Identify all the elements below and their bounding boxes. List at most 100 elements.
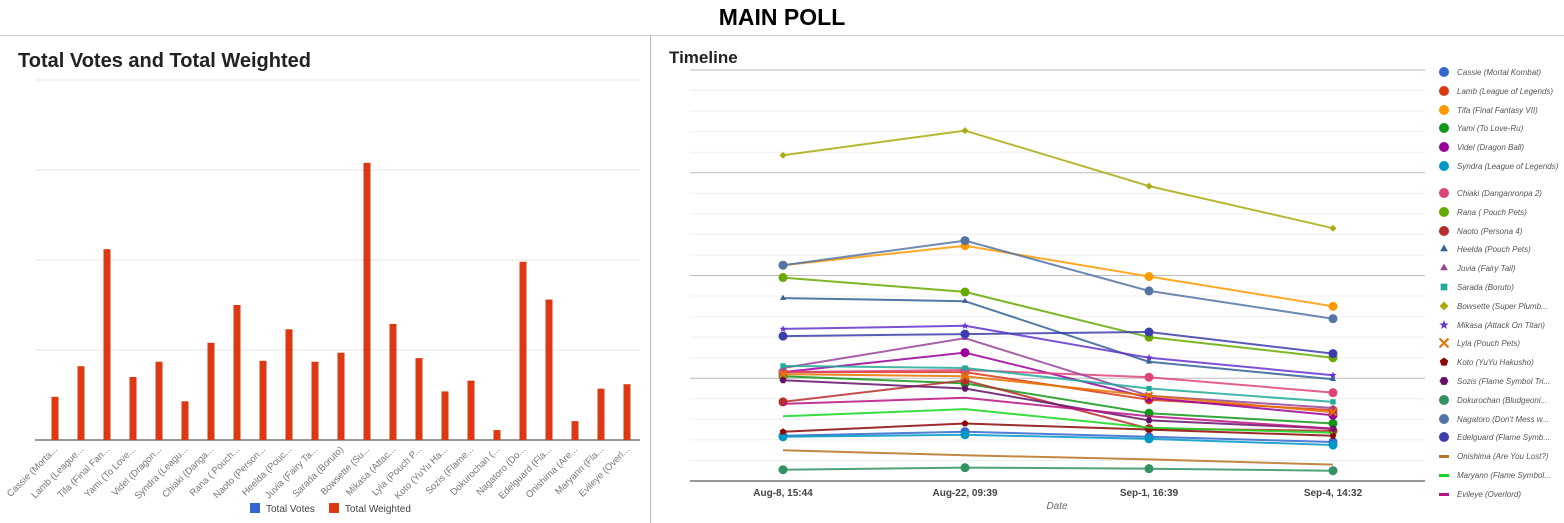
data-point [779,325,787,332]
data-point [779,428,787,435]
legend-label: Mikasa (Attack On Titan) [1457,320,1545,330]
header-divider [0,35,1564,36]
series-line [782,408,1334,434]
data-point [1329,371,1337,379]
data-point [1439,357,1449,366]
legend-item[interactable]: Juvia (Fairy Tail) [1438,262,1562,281]
legend-label: Bowsette (Super Plumb... [1457,301,1548,311]
timeline-legend: Cassie (Mortal Kombat) Lamb (League of Le… [1438,66,1562,507]
data-point [1328,349,1338,359]
data-point [778,432,788,442]
legend-item[interactable]: Dokurochan (Bludgeoni... [1438,394,1562,413]
legend-item[interactable]: Onishima (Are You Lost?) [1438,450,1562,469]
data-point [961,127,969,135]
legend-item[interactable]: Lamb (League of Legends) [1438,85,1562,104]
x-tick-label: Aug-8, 15:44 [753,488,813,499]
legend-item[interactable]: Edelguard (Flame Symb... [1438,431,1562,450]
data-point [960,329,970,339]
data-point [1329,224,1337,232]
data-point [778,369,788,379]
legend-item[interactable]: Nagatoro (Don't Mess w... [1438,413,1562,432]
data-point [1144,372,1154,382]
data-point [1439,123,1449,134]
legend-item[interactable]: Lyla (Pouch Pets) [1438,337,1562,356]
data-point [962,297,968,303]
data-point [960,236,970,246]
data-point [962,365,968,371]
line-marker-icon [1438,488,1450,500]
circle-marker-icon [1438,85,1450,97]
legend-label: Nagatoro (Don't Mess w... [1457,414,1549,424]
series-line [782,330,1334,355]
legend-item[interactable]: Evileye (Overlord) [1438,488,1562,507]
series-line [782,466,1334,472]
legend-item[interactable]: Bowsette (Super Plumb... [1438,300,1562,319]
circle-marker-icon [1438,160,1450,172]
x-tick-label: Sep-4, 14:32 [1304,488,1363,499]
legend-item[interactable]: Sarada (Boruto) [1438,281,1562,300]
data-point [1145,182,1153,190]
bar [337,352,345,440]
bar [129,377,137,440]
panel-divider [650,35,651,523]
data-point [1146,358,1152,364]
legend-item[interactable]: Maryann (Flame Symbol... [1438,469,1562,488]
circle-marker-icon [1438,66,1450,78]
legend-item[interactable]: Videl (Dragon Ball) [1438,141,1562,160]
data-point [778,331,788,341]
pentagon-marker-icon [1438,356,1450,368]
bar [597,388,605,440]
bar [155,361,163,440]
triangle-marker-icon [1438,243,1450,255]
data-point [778,273,788,283]
data-point [1439,67,1449,77]
x-axis-title: Date [1046,501,1068,512]
data-point [780,294,786,300]
legend-item[interactable]: Chiaki (Danganronpa 2) [1438,187,1562,206]
data-point [779,151,787,159]
data-point [1144,272,1154,282]
legend-item[interactable]: Heelda (Pouch Pets) [1438,243,1562,262]
legend-item[interactable]: Syndra (League of Legends) [1438,160,1562,187]
legend-label: Videl (Dragon Ball) [1457,143,1524,153]
legend-item[interactable]: Yami (To Love-Ru) [1438,122,1562,141]
legend-label: Dokurochan (Bludgeoni... [1457,395,1548,405]
series-line [782,324,1334,377]
data-point [1328,407,1338,417]
data-point [961,385,969,392]
legend-item[interactable]: Mikasa (Attack On Titan) [1438,319,1562,338]
series-line [782,129,1334,230]
data-point [1440,283,1448,291]
legend-line-swatch [1439,473,1449,477]
legend-label: Lyla (Pouch Pets) [1457,339,1520,349]
legend-label: Total Weighted [344,504,411,515]
data-point [1330,375,1336,381]
data-point [1328,466,1338,476]
legend-item-total-votes[interactable]: Total Votes [250,503,315,515]
circle-marker-icon [1438,122,1450,134]
triangle-marker-icon [1438,262,1450,274]
legend-item[interactable]: Koto (YuYu Hakusho) [1438,356,1562,375]
legend-item[interactable]: Sozis (Flame Symbol Tri... [1438,375,1562,394]
data-point [1439,413,1449,424]
bar [259,360,267,440]
bar [51,396,59,440]
legend-item[interactable]: Rana ( Pouch Pets) [1438,206,1562,225]
series-line [782,297,1334,381]
data-point [1328,388,1338,398]
x-marker-icon [1438,337,1450,349]
bar [285,329,293,440]
legend-item[interactable]: Naoto (Persona 4) [1438,225,1562,244]
legend-line-swatch [1439,455,1449,459]
bar [311,361,319,440]
bar [545,299,553,440]
series-line [782,373,1334,414]
legend-item[interactable]: Cassie (Mortal Kombat) [1438,66,1562,85]
data-point [1330,404,1336,410]
legend-item[interactable]: Tifa (Final Fantasy VII) [1438,104,1562,123]
data-point [1439,377,1449,385]
bar [623,384,631,440]
legend-item-total-weighted[interactable]: Total Weighted [328,503,411,515]
data-point [1439,225,1449,236]
series-line [782,396,1334,430]
